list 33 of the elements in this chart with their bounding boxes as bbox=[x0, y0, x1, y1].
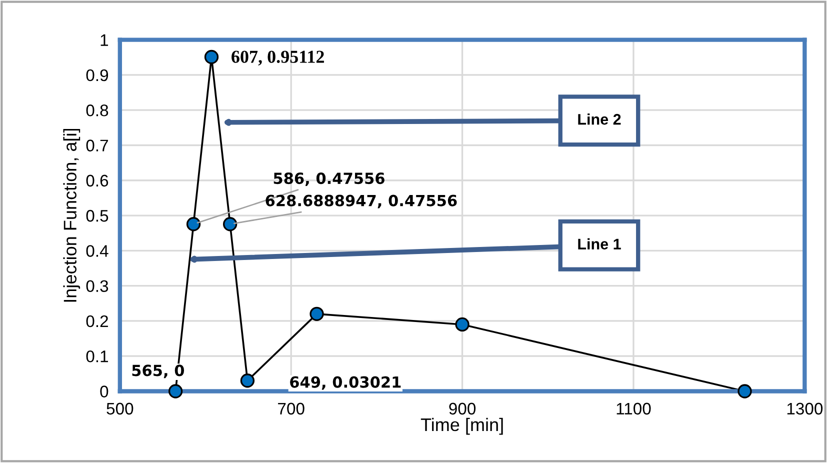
annotation: Line 1 bbox=[578, 238, 621, 250]
y-tick-label: 0.5 bbox=[86, 210, 108, 222]
y-tick-label: 0.2 bbox=[86, 315, 108, 328]
y-tick-label: 0.7 bbox=[86, 140, 108, 152]
text: 565, 0 bbox=[132, 364, 184, 378]
text: 607, 0.95112 bbox=[232, 50, 324, 66]
annotation: Line 2 bbox=[578, 114, 621, 125]
x-tick-label: 900 bbox=[449, 402, 476, 415]
point bbox=[310, 306, 324, 322]
y-tick-label: 0.9 bbox=[86, 69, 108, 82]
y-tick-label: 0.4 bbox=[86, 245, 108, 257]
text: 586, 0.47556 bbox=[274, 172, 384, 186]
point bbox=[204, 50, 219, 64]
y-tick-label: 0.6 bbox=[86, 174, 108, 187]
x-tick-label: 1300 bbox=[787, 402, 823, 415]
x-axis-title: Time [min] bbox=[420, 418, 503, 435]
y-tick-label: 0 bbox=[100, 386, 108, 398]
point bbox=[240, 374, 255, 388]
y-tick-label: 1 bbox=[100, 34, 108, 46]
point bbox=[168, 384, 183, 398]
y-tick-label: 0.8 bbox=[86, 104, 108, 116]
text: 628.6888947, 0.47556 bbox=[266, 194, 457, 208]
x-tick-label: 700 bbox=[278, 402, 304, 415]
point bbox=[186, 217, 201, 232]
point bbox=[738, 384, 752, 398]
point bbox=[222, 217, 238, 232]
y-tick-label: 0.1 bbox=[86, 350, 108, 362]
point bbox=[455, 317, 470, 332]
text: 649, 0.03021 bbox=[290, 376, 401, 390]
y-tick-label: 0.3 bbox=[86, 280, 108, 292]
y-axis-title: Injection Function, a[i] bbox=[63, 128, 80, 302]
x-tick-label: 1100 bbox=[616, 402, 651, 415]
x-tick-label: 500 bbox=[106, 402, 134, 415]
